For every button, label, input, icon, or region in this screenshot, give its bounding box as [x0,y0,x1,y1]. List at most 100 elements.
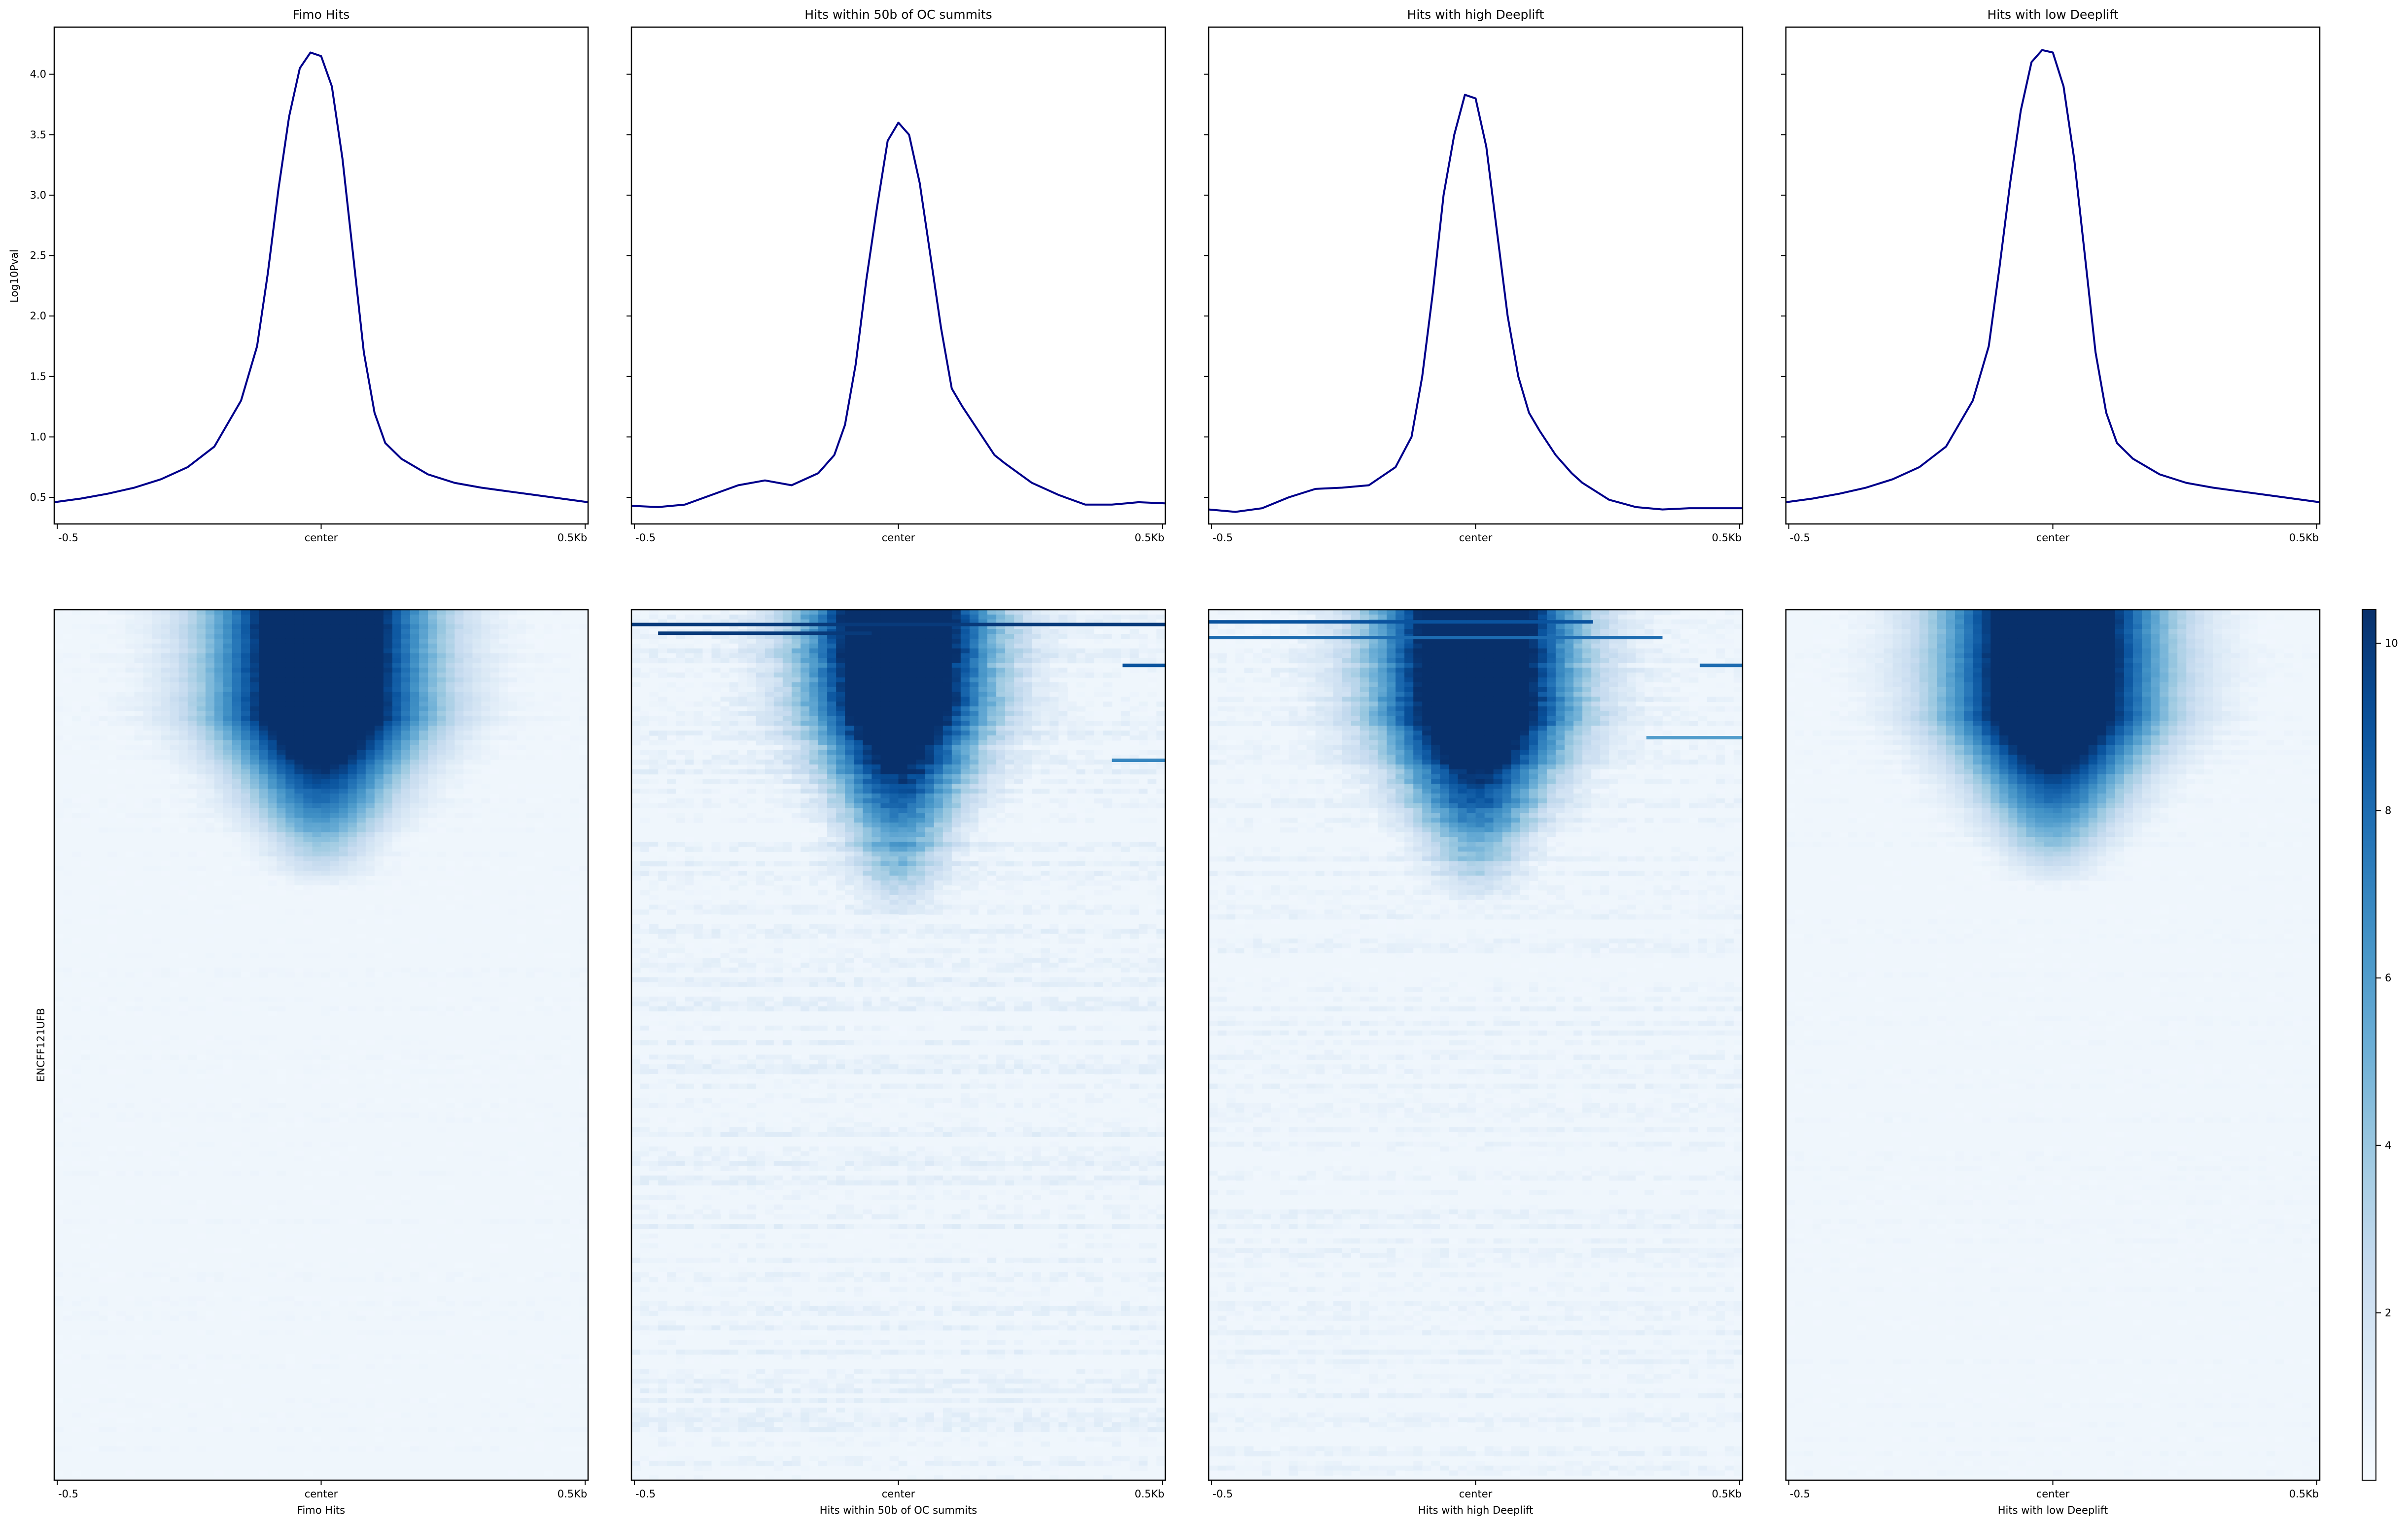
heatmap-cell [446,692,455,697]
heatmap-cell [313,1316,322,1320]
heatmap-cell [357,711,366,716]
heatmap-cell [472,644,482,649]
heatmap-cell [321,1359,331,1364]
heatmap-cell [268,794,277,798]
heatmap-cell [499,726,509,731]
heatmap-cell [303,861,313,866]
heatmap-cell [259,837,268,842]
heatmap-cell [437,774,446,779]
heatmap-cell [294,818,304,823]
heatmap-cell [526,1171,535,1176]
heatmap-cell [152,1354,162,1359]
heatmap-cell [490,624,500,629]
heatmap-cell [801,610,810,615]
heatmap-cell [143,1006,153,1011]
heatmap-cell [321,682,331,687]
heatmap-cell [81,624,90,629]
heatmap-cell [197,1446,206,1451]
heatmap-cell [125,653,135,658]
heatmap-cell [143,1311,153,1316]
heatmap-cell [99,1272,108,1277]
heatmap-cell [517,798,526,803]
heatmap-cell [268,1330,277,1335]
heatmap-cell [232,663,242,668]
heatmap-cell [303,837,313,842]
heatmap-cell [348,1418,357,1423]
heatmap-cell [285,653,295,658]
heatmap-cell [544,871,553,876]
heatmap-cell [348,697,357,702]
heatmap-cell [170,1127,179,1132]
heatmap-cell [143,711,153,716]
heatmap-cell [116,745,126,750]
heatmap-cell [517,629,526,634]
heatmap-cell [161,1040,171,1045]
heatmap-cell [72,1069,81,1074]
heatmap-cell [490,634,500,639]
heatmap-cell [277,658,286,663]
heatmap-cell [54,803,64,808]
heatmap-cell [188,663,197,668]
heatmap-cell [285,1398,295,1403]
heatmap-cell [517,1050,526,1055]
heatmap-cell [517,668,526,673]
heatmap-cell [401,1112,411,1117]
heatmap-cell [339,856,349,861]
heatmap-cell [535,755,544,760]
heatmap-cell [330,876,340,881]
heatmap-cell [1023,639,1032,644]
heatmap-cell [357,1156,366,1161]
heatmap-cell [702,610,712,615]
heatmap-cell [294,803,304,808]
heatmap-cell [197,784,206,789]
heatmap-cell [375,871,384,876]
heatmap-cell [561,866,571,871]
heatmap-cell [419,701,428,706]
heatmap-cell [188,1219,197,1224]
heatmap-cell [54,1234,64,1239]
heatmap-cell [357,639,366,644]
heatmap-cell [472,1098,482,1103]
heatmap-cell [232,789,242,794]
heatmap-cell [517,938,526,943]
heatmap-cell [107,905,117,910]
heatmap-cell [54,895,64,900]
heatmap-cell [481,624,490,629]
heatmap-cell [357,972,366,977]
heatmap-cell [561,885,571,890]
heatmap-cell [579,938,589,943]
heatmap-cell [125,1301,135,1306]
heatmap-cell [241,832,250,837]
heatmap-cell [419,711,428,716]
heatmap-cell [303,823,313,828]
heatmap-cell [721,610,730,615]
heatmap-cell [392,1277,402,1282]
heatmap-cell [206,711,215,716]
heatmap-cell [321,620,331,625]
heatmap-cell [241,682,250,687]
heatmap-cell [294,716,304,721]
heatmap-cell [463,760,473,764]
heatmap-cell [1094,629,1104,634]
heatmap-cell [330,803,340,808]
heatmap-cell [392,1364,402,1369]
heatmap-cell [410,682,419,687]
heatmap-cell [330,624,340,629]
heatmap-cell [401,794,411,798]
heatmap-cell [419,982,428,987]
heatmap-cell [81,1117,90,1122]
heatmap-cell [499,1311,509,1316]
heatmap-cell [232,721,242,726]
heatmap-cell [410,1151,419,1156]
heatmap-cell [845,644,854,649]
heatmap-cell [277,997,286,1002]
heatmap-cell [268,1006,277,1011]
heatmap-cell [872,615,881,620]
heatmap-cell [553,813,562,818]
heatmap-cell [490,1205,500,1210]
heatmap-cell [303,716,313,721]
heatmap-cell [384,682,393,687]
heatmap-cell [579,1200,589,1205]
heatmap-cell [125,871,135,876]
heatmap-cell [54,953,64,958]
